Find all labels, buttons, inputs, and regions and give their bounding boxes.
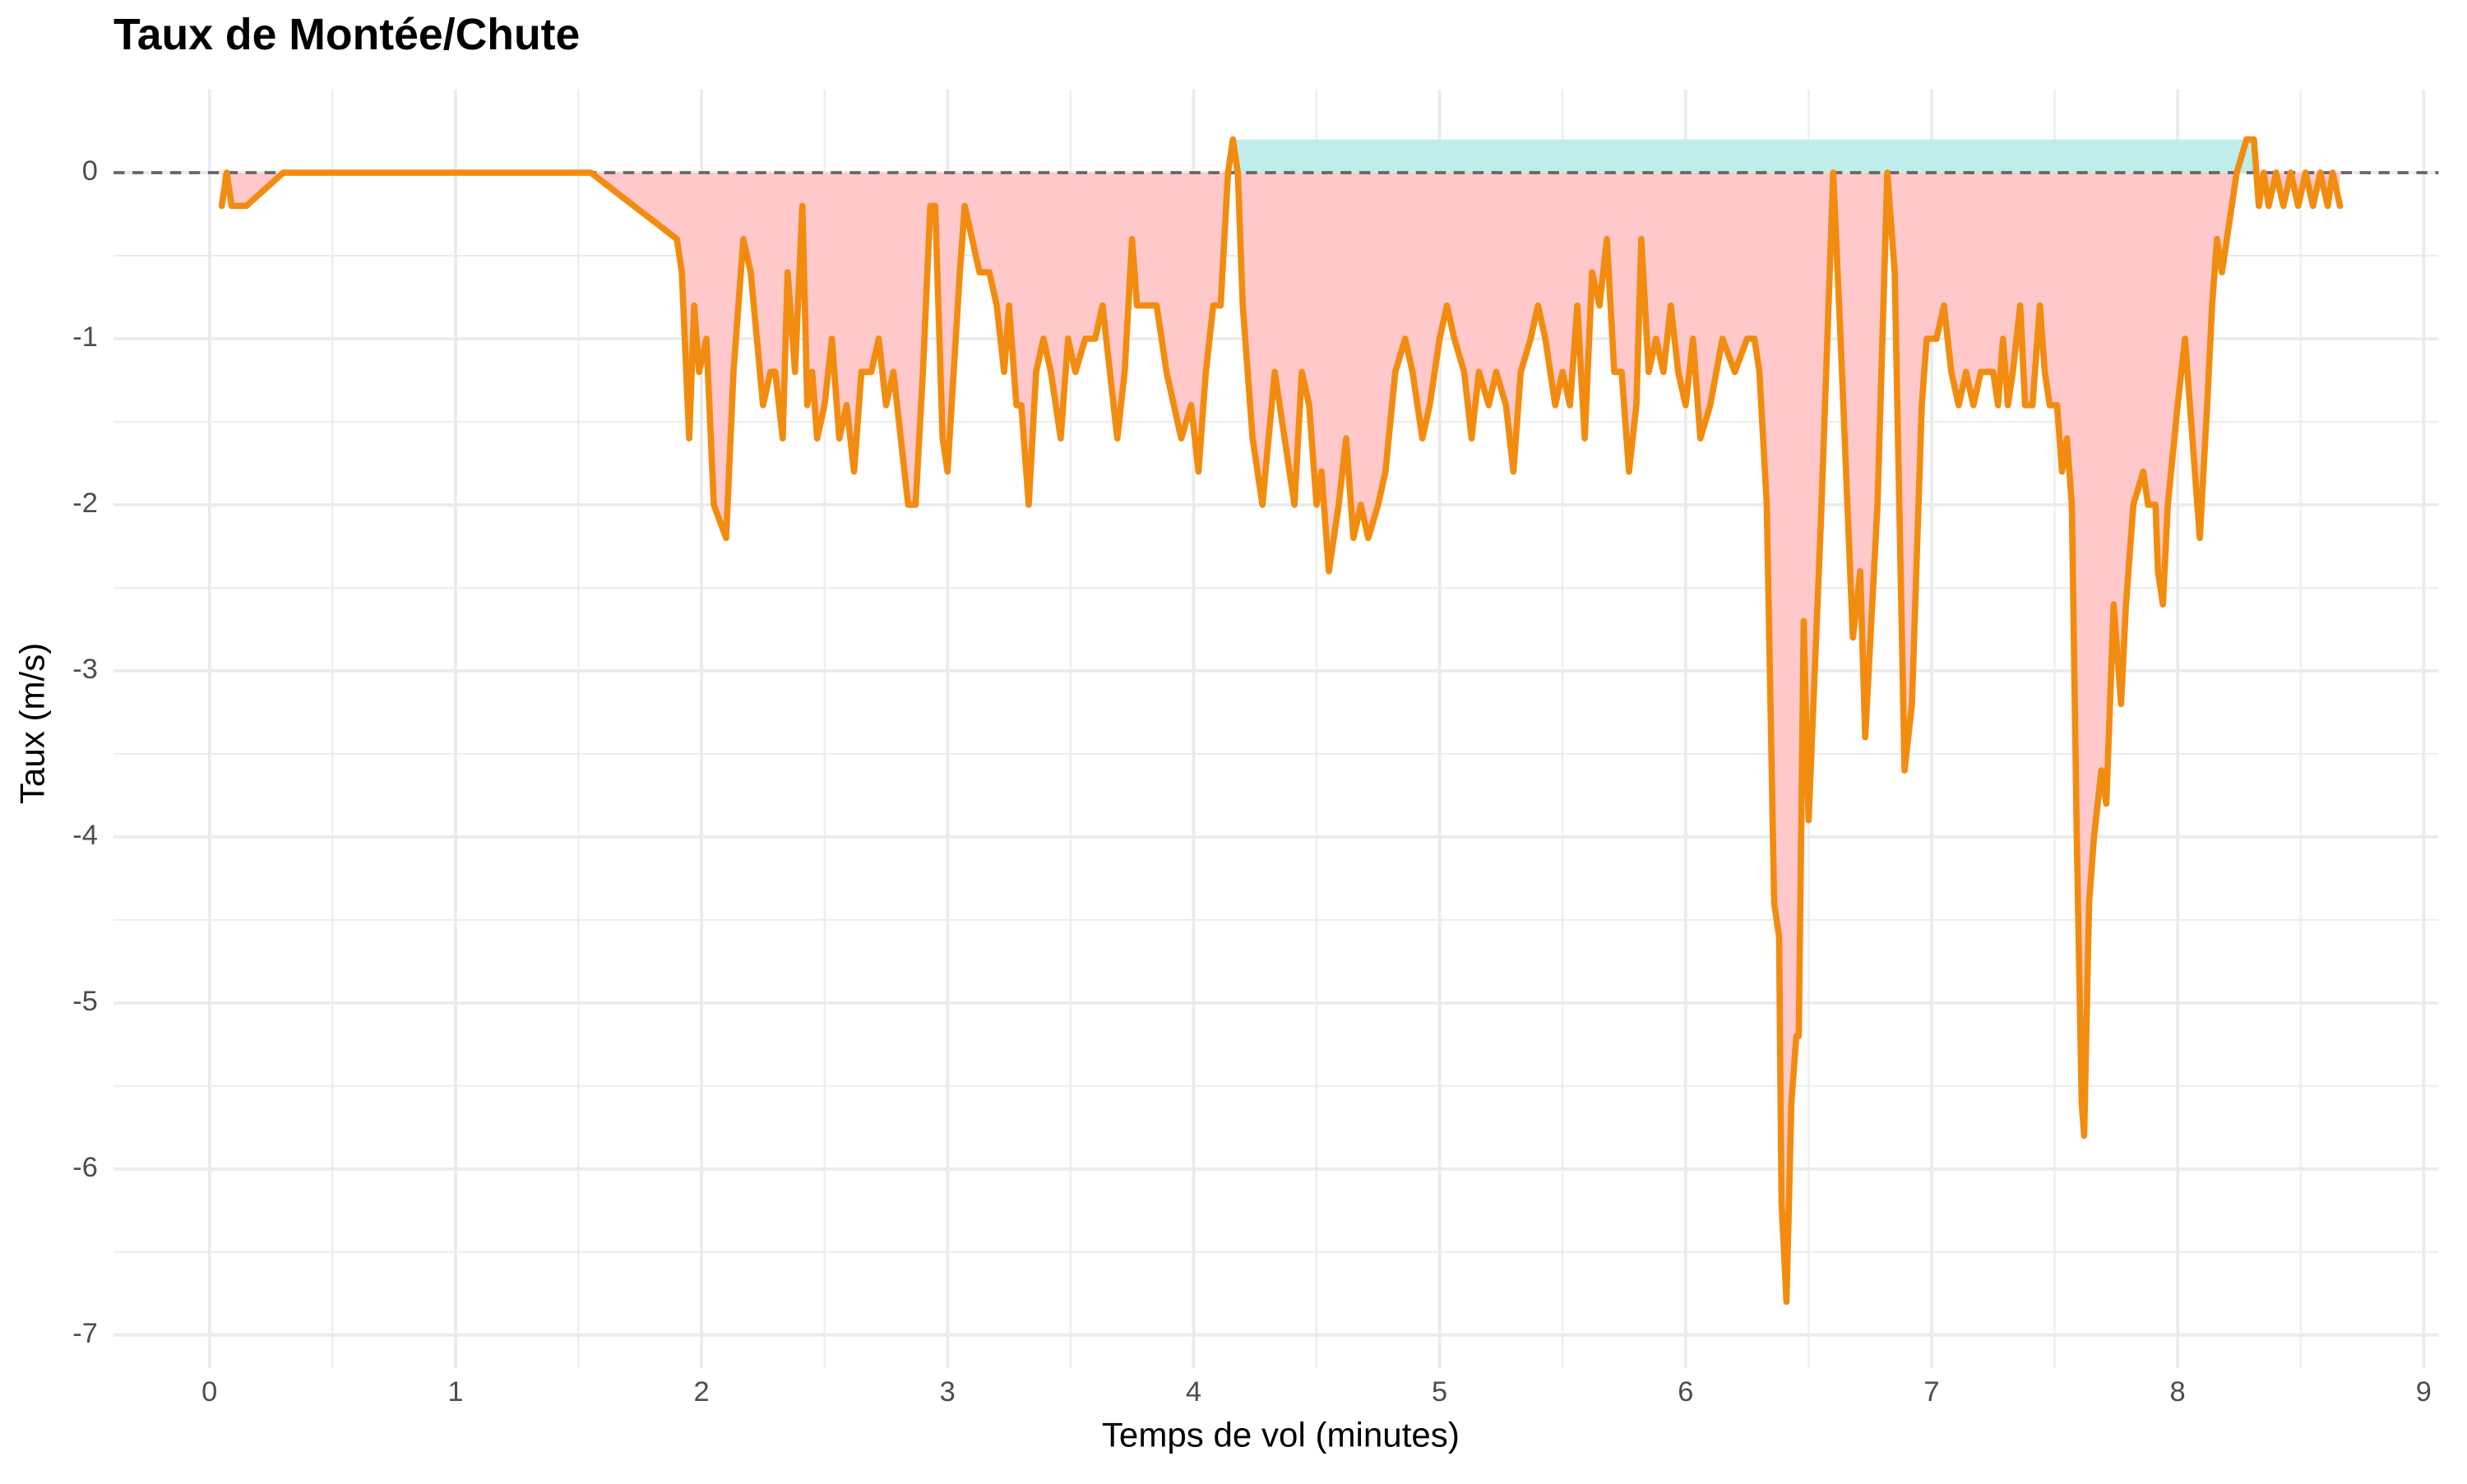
x-tick-label: 2	[693, 1376, 709, 1408]
y-tick-label: -2	[72, 488, 98, 519]
y-tick-label: -6	[72, 1152, 98, 1183]
chart-title: Taux de Montée/Chute	[113, 11, 580, 59]
x-tick-label: 0	[201, 1376, 217, 1408]
positive-area	[1233, 139, 2254, 173]
x-tick-label: 5	[1432, 1376, 1447, 1408]
x-tick-label: 8	[2170, 1376, 2186, 1408]
x-axis-label: Temps de vol (minutes)	[1102, 1415, 1460, 1454]
x-tick-label: 7	[1923, 1376, 1939, 1408]
x-tick-label: 4	[1186, 1376, 1201, 1408]
y-tick-label: 0	[82, 155, 98, 187]
fills	[221, 139, 2340, 1302]
y-tick-label: -3	[72, 654, 98, 685]
marks	[113, 136, 2439, 1306]
x-tick-label: 3	[940, 1376, 956, 1408]
y-axis-label: Taux (m/s)	[13, 643, 52, 804]
rate-line	[218, 136, 2344, 1306]
x-tick-label: 1	[447, 1376, 463, 1408]
x-tick-label: 6	[1678, 1376, 1693, 1408]
x-tick-label: 9	[2416, 1376, 2432, 1408]
y-tick-label: -7	[72, 1318, 98, 1349]
y-tick-label: -4	[72, 820, 98, 851]
y-tick-label: -1	[72, 321, 98, 353]
negative-area	[221, 173, 2340, 1302]
y-tick-label: -5	[72, 986, 98, 1017]
